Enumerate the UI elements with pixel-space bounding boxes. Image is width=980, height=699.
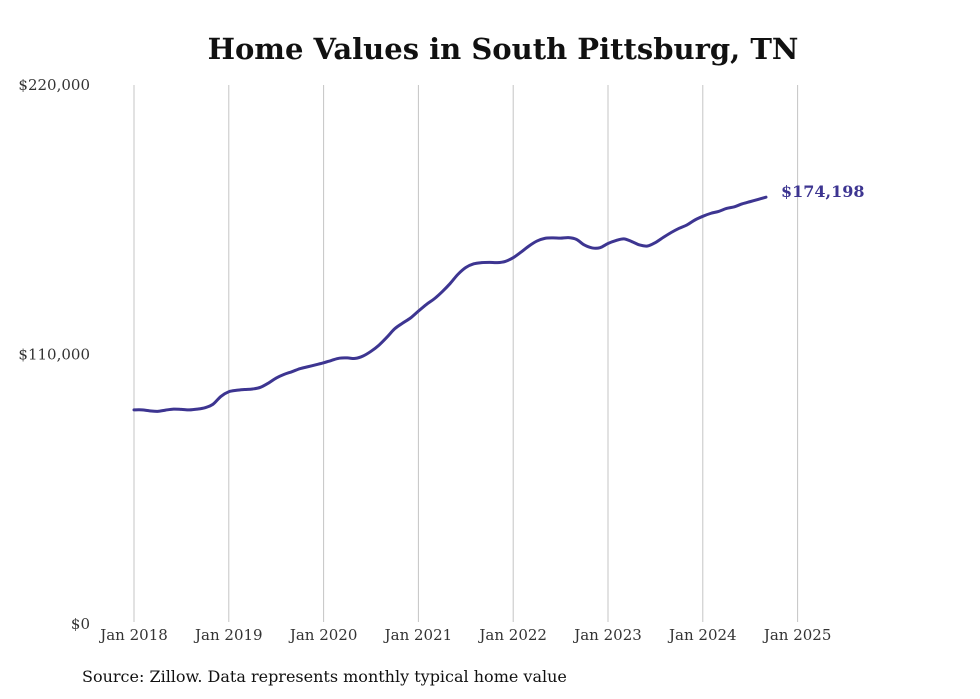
x-tick-label: Jan 2022 [477,626,547,644]
x-tick-label: Jan 2020 [288,626,358,644]
x-tick-label: Jan 2021 [383,626,453,644]
y-tick-label: $110,000 [18,346,90,364]
chart-title: Home Values in South Pittsburg, TN [208,32,799,66]
y-tick-label: $220,000 [18,76,90,94]
y-axis-ticks: $0 $110,000 $220,000 [18,76,90,633]
source-note: Source: Zillow. Data represents monthly … [82,667,567,686]
gridlines [133,85,799,622]
end-value-label: $174,198 [781,182,865,201]
x-tick-label: Jan 2018 [98,626,168,644]
x-tick-label: Jan 2019 [193,626,263,644]
series-layer: $174,198 [132,182,865,413]
y-tick-label: $0 [71,615,90,633]
x-tick-label: Jan 2024 [667,626,737,644]
x-tick-label: Jan 2023 [572,626,642,644]
x-tick-label: Jan 2025 [762,626,832,644]
x-axis-ticks: Jan 2018 Jan 2019 Jan 2020 Jan 2021 Jan 2022… [98,626,831,644]
series-line [132,195,768,413]
